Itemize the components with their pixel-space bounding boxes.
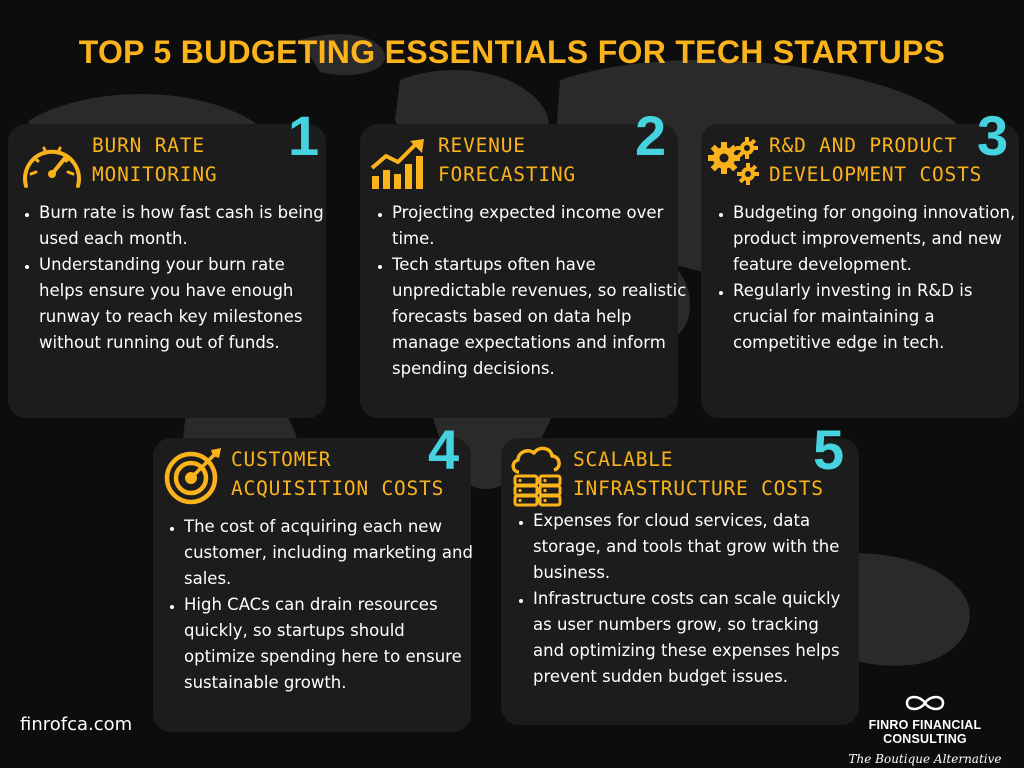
card-infrastructure-costs: SCALABLE INFRASTRUCTURE COSTS 5 Expenses… xyxy=(501,422,859,725)
card-burn-rate: BURN RATE MONITORING 1 Burn rate is how … xyxy=(8,108,326,418)
card-number: 3 xyxy=(977,104,1009,167)
gears-icon xyxy=(705,132,763,194)
bullet-list: Projecting expected income over time. Te… xyxy=(372,200,694,382)
card-revenue-forecasting: REVENUE FORECASTING 2 Projecting expecte… xyxy=(360,108,686,418)
list-item: Burn rate is how fast cash is being used… xyxy=(39,200,333,252)
list-item: The cost of acquiring each new customer,… xyxy=(184,514,480,592)
bullet-list: Expenses for cloud services, data storag… xyxy=(513,508,849,690)
cloud-server-icon xyxy=(509,444,565,512)
card-number: 4 xyxy=(428,418,460,481)
list-item: Expenses for cloud services, data storag… xyxy=(533,508,849,586)
brand-name: FINRO FINANCIAL CONSULTING xyxy=(868,718,982,746)
list-item: Understanding your burn rate helps ensur… xyxy=(39,252,333,356)
card-number: 5 xyxy=(813,418,845,481)
card-customer-acquisition: CUSTOMER ACQUISITION COSTS 4 The cost of… xyxy=(153,422,473,732)
list-item: Regularly investing in R&D is crucial fo… xyxy=(733,278,1023,356)
card-title: BURN RATE MONITORING xyxy=(92,134,218,186)
bullet-list: Budgeting for ongoing innovation, produc… xyxy=(713,200,1023,356)
bullet-list: Burn rate is how fast cash is being used… xyxy=(19,200,333,356)
list-item: Tech startups often have unpredictable r… xyxy=(392,252,694,382)
list-item: Projecting expected income over time. xyxy=(392,200,694,252)
card-rnd-costs: R&D AND PRODUCT DEVELOPMENT COSTS 3 Budg… xyxy=(701,108,1019,418)
card-title: CUSTOMER ACQUISITION COSTS xyxy=(231,448,445,500)
brand-block: FINRO FINANCIAL CONSULTING The Boutique … xyxy=(832,692,1018,766)
footer-website-link[interactable]: finrofca.com xyxy=(20,714,133,735)
infinity-icon xyxy=(832,692,1018,714)
list-item: High CACs can drain resources quickly, s… xyxy=(184,592,480,696)
card-number: 2 xyxy=(635,104,667,167)
card-title: SCALABLE INFRASTRUCTURE COSTS xyxy=(573,448,824,500)
card-number: 1 xyxy=(288,104,320,167)
brand-tagline: The Boutique Alternative xyxy=(848,752,1002,766)
list-item: Infrastructure costs can scale quickly a… xyxy=(533,586,849,690)
card-title: REVENUE FORECASTING xyxy=(438,134,576,186)
card-title: R&D AND PRODUCT DEVELOPMENT COSTS xyxy=(769,134,983,186)
page-title: TOP 5 BUDGETING ESSENTIALS FOR TECH STAR… xyxy=(78,34,946,70)
bullet-list: The cost of acquiring each new customer,… xyxy=(164,514,480,696)
list-item: Budgeting for ongoing innovation, produc… xyxy=(733,200,1023,278)
speedometer-icon xyxy=(18,134,86,196)
growth-chart-icon xyxy=(370,138,432,194)
target-icon xyxy=(163,444,225,510)
